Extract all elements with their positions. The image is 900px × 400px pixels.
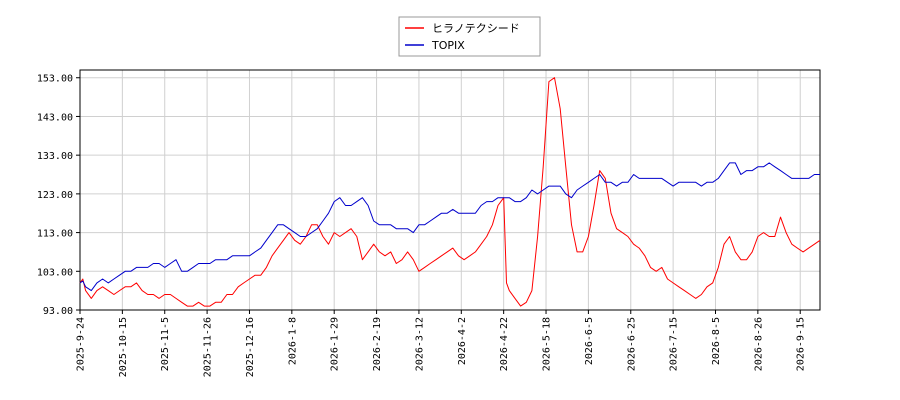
y-tick-label: 133.00 xyxy=(37,151,73,162)
x-tick-label: 2026-2-19 xyxy=(372,317,383,371)
y-tick-label: 103.00 xyxy=(37,267,73,278)
x-tick-label: 2025-12-16 xyxy=(245,317,256,377)
legend-label-hirano: ヒラノテクシード xyxy=(432,22,520,35)
x-tick-label: 2026-6-25 xyxy=(626,317,637,371)
legend-label-topix: TOPIX xyxy=(431,39,465,52)
x-tick-label: 2025-11-5 xyxy=(160,317,171,371)
legend-box xyxy=(398,16,541,57)
x-tick-label: 2026-7-15 xyxy=(669,317,680,371)
x-tick-label: 2026-4-22 xyxy=(499,317,510,371)
x-tick-label: 2026-6-5 xyxy=(584,317,595,365)
series-line-hirano xyxy=(79,77,821,307)
x-tick-label: 2026-8-5 xyxy=(711,317,722,365)
series-line-topix xyxy=(79,162,820,292)
x-tick-label: 2026-1-8 xyxy=(287,317,298,365)
x-axis-ticks: 2025-9-24 2025-10-15 2025-11-5 2025-11-26 20… xyxy=(76,310,807,377)
x-tick-label: 2026-4-2 xyxy=(457,317,468,365)
y-tick-label: 153.00 xyxy=(37,74,73,85)
plot-frame xyxy=(79,69,821,311)
y-tick-label: 93.00 xyxy=(43,306,73,317)
x-tick-label: 2026-8-26 xyxy=(753,317,764,371)
x-tick-label: 2025-9-24 xyxy=(76,317,87,371)
chart-grid xyxy=(79,70,820,311)
x-tick-label: 2025-10-15 xyxy=(118,317,129,377)
series-layer xyxy=(79,77,821,307)
y-tick-label: 123.00 xyxy=(37,190,73,201)
x-tick-label: 2026-5-18 xyxy=(542,317,553,371)
x-tick-label: 2026-1-29 xyxy=(330,317,341,371)
y-tick-label: 113.00 xyxy=(37,229,73,240)
x-tick-label: 2026-9-15 xyxy=(796,317,807,371)
x-tick-label: 2025-11-26 xyxy=(203,317,214,377)
y-tick-label: 143.00 xyxy=(37,112,73,123)
y-axis-ticks: 93.00 103.00 113.00 123.00 133.00 143.00 153.0… xyxy=(37,74,80,317)
legend: ヒラノテクシード TOPIX xyxy=(398,16,541,57)
x-tick-label: 2026-3-12 xyxy=(414,317,425,371)
